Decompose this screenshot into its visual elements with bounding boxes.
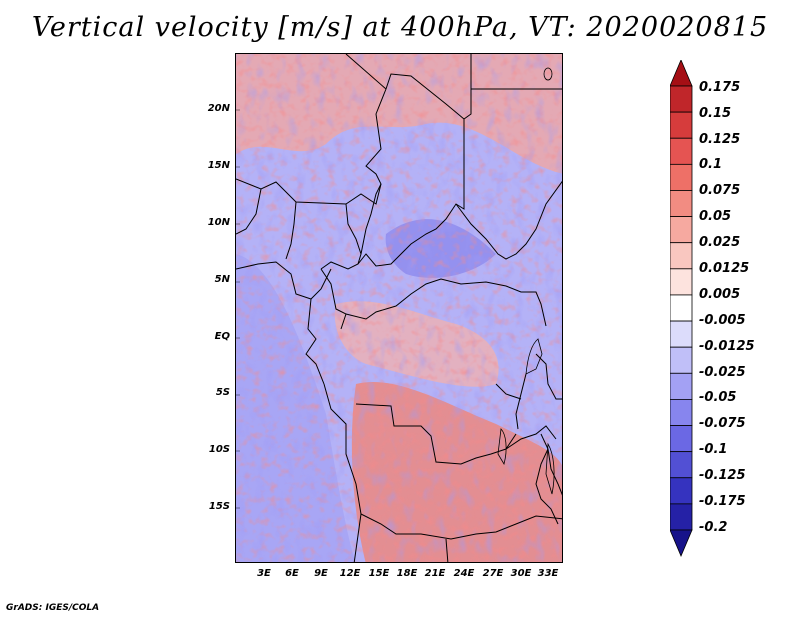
lat-label-15n: 15N xyxy=(207,160,230,171)
colorbar-segment xyxy=(670,163,693,191)
colorbar-segment xyxy=(670,137,693,165)
colorbar-segment xyxy=(670,451,693,479)
colorbar-segment xyxy=(670,529,693,558)
lat-label-15s: 15S xyxy=(208,501,230,512)
lon-label-9e: 9E xyxy=(314,568,328,579)
colorbar-segment xyxy=(670,60,693,87)
lon-label-21e: 21E xyxy=(424,568,446,579)
colorbar-label: 0.1 xyxy=(699,157,723,172)
colorbar-segment xyxy=(670,477,693,505)
lat-label-10n: 10N xyxy=(207,217,230,228)
colorbar-segment xyxy=(670,85,693,113)
colorbar-segment xyxy=(670,320,693,348)
lon-label-30e: 30E xyxy=(510,568,532,579)
lon-label-15e: 15E xyxy=(368,568,390,579)
colorbar-label: -0.1 xyxy=(699,442,728,457)
colorbar-label: -0.075 xyxy=(699,416,746,431)
colorbar-segment xyxy=(670,216,693,244)
lon-label-12e: 12E xyxy=(339,568,361,579)
lon-label-33e: 33E xyxy=(537,568,559,579)
colorbar-segment xyxy=(670,372,693,400)
colorbar-label: -0.025 xyxy=(699,365,746,380)
colorbar-segment xyxy=(670,268,693,296)
lat-label-eq: EQ xyxy=(214,331,230,342)
vertical-velocity-field xyxy=(236,54,562,562)
lat-label-5s: 5S xyxy=(215,387,230,398)
lon-label-24e: 24E xyxy=(453,568,475,579)
colorbar-label: -0.125 xyxy=(699,468,746,483)
descent-speckle xyxy=(236,54,562,562)
map-panel xyxy=(235,53,563,563)
colorbar-segment xyxy=(670,190,693,217)
colorbar-label: 0.075 xyxy=(699,183,741,198)
country-borders xyxy=(236,54,562,562)
colorbar-segment xyxy=(670,425,693,453)
colorbar-label: -0.005 xyxy=(699,313,746,328)
lon-label-3e: 3E xyxy=(257,568,271,579)
colorbar-segment xyxy=(670,294,693,322)
lat-label-10s: 10S xyxy=(208,444,230,455)
colorbar-label: 0.125 xyxy=(699,132,741,147)
colorbar-label: 0.15 xyxy=(699,106,732,121)
colorbar-label: 0.0125 xyxy=(699,261,750,276)
colorbar-segment xyxy=(670,346,693,374)
colorbar-label: 0.005 xyxy=(699,287,741,302)
colorbar-label: -0.175 xyxy=(699,494,746,509)
colorbar-segment xyxy=(670,242,693,270)
colorbar-label: -0.0125 xyxy=(699,339,755,354)
colorbar-segment xyxy=(670,399,693,426)
chart-title: Vertical velocity [m/s] at 400hPa, VT: 2… xyxy=(31,12,769,43)
lon-label-27e: 27E xyxy=(482,568,504,579)
colorbar-label: -0.05 xyxy=(699,390,737,405)
colorbar-segment xyxy=(670,503,693,531)
lat-label-5n: 5N xyxy=(214,274,230,285)
lon-label-18e: 18E xyxy=(396,568,418,579)
lat-label-20n: 20N xyxy=(207,103,230,114)
lake-outlines xyxy=(497,67,555,495)
colorbar-label: 0.175 xyxy=(699,80,741,95)
grads-credit: GrADS: IGES/COLA xyxy=(6,603,100,613)
colorbar-label: 0.05 xyxy=(699,209,732,224)
colorbar-label: 0.025 xyxy=(699,235,741,250)
map-tick-marks xyxy=(236,109,240,509)
lon-label-6e: 6E xyxy=(285,568,299,579)
colorbar xyxy=(670,60,693,558)
colorbar-segment xyxy=(670,111,693,139)
colorbar-label: -0.2 xyxy=(699,520,728,535)
